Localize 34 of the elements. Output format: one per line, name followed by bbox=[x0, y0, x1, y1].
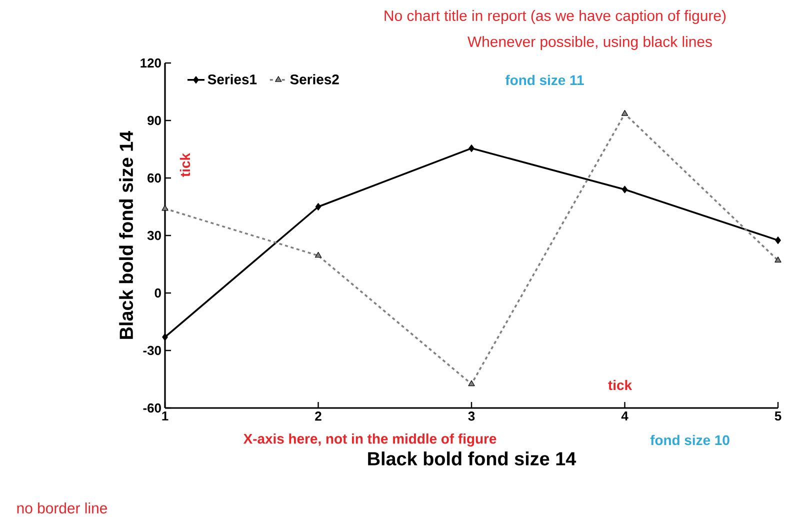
y-tick-label: 0 bbox=[154, 288, 161, 298]
x-tick-label: 4 bbox=[621, 412, 628, 420]
text: no border line bbox=[17, 502, 107, 514]
annotation: tick bbox=[608, 380, 632, 390]
point bbox=[622, 186, 628, 194]
x-tick-label: 5 bbox=[774, 412, 782, 421]
point bbox=[468, 380, 475, 386]
x-tick-label: 2 bbox=[315, 412, 322, 421]
text: Whenever possible, using black lines bbox=[468, 36, 712, 50]
x-tick-label: 1 bbox=[162, 412, 168, 420]
legend-label: Series2 bbox=[290, 74, 339, 84]
y-tick-label: -60 bbox=[143, 403, 161, 413]
text: fond size 10 bbox=[650, 434, 730, 446]
point bbox=[468, 144, 474, 152]
text: No chart title in report (as we have caption of figure) bbox=[384, 10, 726, 24]
y-tick-label: 30 bbox=[147, 230, 161, 240]
point bbox=[162, 333, 168, 341]
y-tick-label: -30 bbox=[143, 346, 161, 356]
text: X-axis here, not in the middle of figure bbox=[243, 433, 496, 447]
point bbox=[774, 256, 782, 262]
x-tick-label: 3 bbox=[468, 412, 475, 421]
x-axis-title: Black bold fond size 14 bbox=[368, 452, 576, 466]
y-tick-label: 120 bbox=[140, 58, 161, 68]
point bbox=[314, 252, 322, 258]
y-axis-title: Black bold fond size 14 bbox=[119, 130, 134, 339]
annotation: tick bbox=[180, 152, 190, 177]
point bbox=[315, 202, 322, 211]
annotation: fond size 11 bbox=[505, 74, 584, 86]
point bbox=[775, 236, 781, 244]
point bbox=[162, 204, 168, 211]
y-tick-label: 90 bbox=[148, 116, 161, 126]
y-tick-label: 60 bbox=[148, 173, 161, 183]
point bbox=[621, 110, 628, 116]
legend-label: Series1 bbox=[208, 74, 257, 84]
